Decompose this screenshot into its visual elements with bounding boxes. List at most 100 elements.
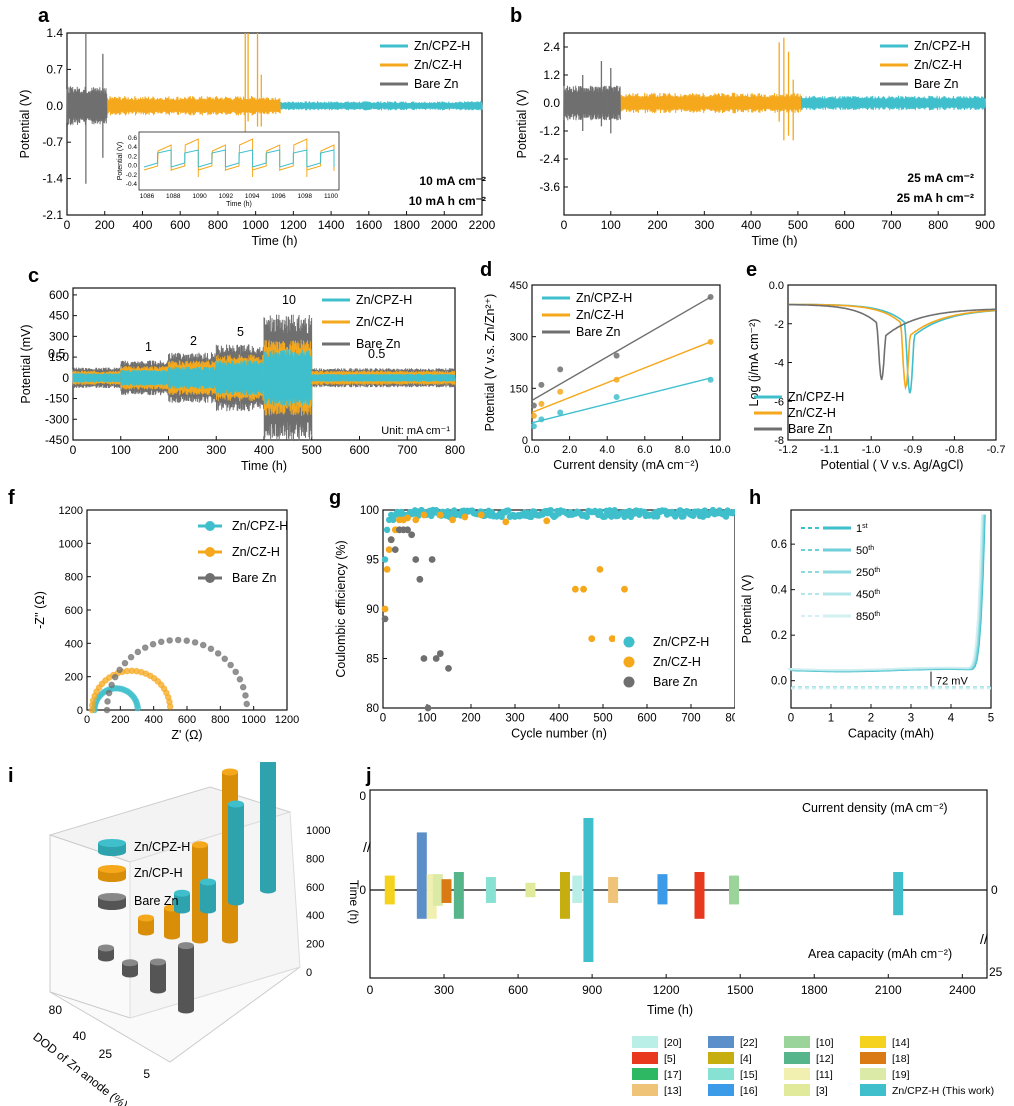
x-tick-label: 800: [928, 218, 948, 232]
x-tick-label: 700: [681, 713, 700, 725]
ce-point: [477, 511, 485, 519]
y-tick-label: 0.2: [771, 630, 787, 642]
data-point: [538, 416, 545, 423]
y-tick-label: -2.1: [42, 208, 63, 222]
bar-area-capacity: [441, 890, 452, 903]
legend-swatch: [708, 1084, 734, 1096]
inset-x-tick-label: 1100: [324, 193, 338, 200]
x-tick-label: 300: [206, 443, 226, 457]
series-cpz: [279, 101, 483, 111]
ce-point: [420, 511, 428, 519]
legend-swatch: [860, 1084, 886, 1096]
y-tick-label: 0.4: [771, 585, 788, 597]
legend-label: [11]: [816, 1069, 833, 1081]
ce-point: [387, 536, 395, 544]
ce-point-cpz: [730, 508, 735, 516]
y-tick-label: 1000: [59, 538, 83, 550]
inset-x-tick-label: 1096: [271, 193, 286, 200]
data-point: [707, 376, 714, 383]
ce-point: [381, 605, 389, 613]
panel-label: f: [8, 487, 15, 509]
bar-current-density: [441, 879, 452, 890]
ce-point: [445, 665, 452, 672]
fit-line: [531, 377, 711, 424]
nyquist-point: [157, 638, 165, 646]
y-tick-label: 800: [65, 572, 83, 584]
legend-label: Bare Zn: [232, 571, 277, 585]
condition-line-1: 10 mA cm⁻²: [419, 174, 486, 188]
bar-current-density: [432, 874, 443, 890]
x-tick-label: 200: [648, 218, 668, 232]
nyquist-point: [111, 673, 119, 681]
x-tick-label: -0.8: [945, 444, 964, 456]
z-tick-label: 1000: [306, 825, 330, 837]
x-tick-label: 3: [908, 713, 914, 725]
x-tick-label: 100: [111, 443, 131, 457]
legend-cap: [98, 893, 126, 901]
y-tick-label: -0.7: [42, 135, 63, 149]
y-tick-label: 95: [366, 555, 379, 567]
nyquist-point: [236, 676, 244, 683]
series-cpz-segment: [120, 369, 170, 386]
legend-swatch: [784, 1084, 810, 1096]
axis-break-right: //: [980, 931, 988, 947]
x-tick-label: 300: [694, 218, 714, 232]
bar-cap: [222, 768, 238, 776]
ce-point-cpz: [498, 513, 505, 521]
y-tick-label: 90: [366, 604, 379, 616]
legend-label: [18]: [892, 1053, 910, 1065]
y-tick-label: 300: [510, 332, 528, 344]
area-capacity-label: Area capacity (mAh cm⁻²): [808, 947, 952, 961]
x-tick-label: 500: [593, 713, 612, 725]
legend-label: Zn/CPZ-H: [134, 840, 190, 854]
legend-label: 850th: [856, 611, 880, 623]
x-tick-label: 600: [170, 218, 190, 232]
inset-x-tick-label: 1092: [219, 193, 234, 200]
x-tick-label: 800: [725, 713, 735, 725]
z-axis-label: Time (h): [347, 880, 360, 924]
legend-marker: [205, 521, 215, 531]
nyquist-point: [103, 706, 111, 714]
charge-curve: [787, 514, 983, 671]
z-tick-label: 0: [306, 967, 312, 979]
legend-label: 50th: [856, 545, 874, 557]
y-axis-label: Potential (V): [18, 90, 32, 159]
y-tick-label: 100: [360, 505, 379, 517]
bar-current-density: [694, 872, 705, 890]
legend-swatch: [632, 1036, 658, 1048]
ce-point: [621, 585, 628, 593]
y-zero-label-right: 0: [991, 883, 998, 897]
bar-current-density: [426, 874, 437, 890]
x-tick-label: 2400: [949, 983, 976, 997]
ce-point-cpz: [527, 513, 535, 521]
charge-curve: [790, 514, 986, 673]
x-tick-label: -0.9: [903, 444, 922, 456]
legend-label: [5]: [664, 1053, 676, 1065]
legend-label: Zn/CZ-H: [356, 315, 404, 329]
x-tick-label: 800: [211, 714, 229, 726]
bar-current-density: [559, 872, 570, 890]
legend-label: Bare Zn: [134, 894, 179, 908]
legend-label: Zn/CPZ-H: [576, 291, 632, 305]
bar-area-capacity: [525, 890, 536, 898]
y-tick-label: -2: [774, 319, 784, 331]
legend-label: Zn/CPZ-H: [356, 293, 412, 307]
y-tick-label: 600: [65, 605, 83, 617]
ce-point-cpz: [390, 516, 397, 524]
x-tick-label: 0: [788, 713, 794, 725]
y-tick-label: -450: [45, 433, 69, 447]
axes-frame: [563, 32, 986, 216]
panel-label: h: [749, 487, 761, 509]
rate-label: 1: [145, 340, 152, 354]
x-tick-label: 900: [582, 983, 602, 997]
ce-point: [543, 517, 551, 525]
condition-line-2: 10 mA h cm⁻²: [409, 194, 486, 208]
ce-point: [502, 518, 510, 526]
x-tick-label: 1200: [275, 714, 299, 726]
inset-y-tick-label: 0.0: [128, 163, 137, 170]
axis-break-left: //: [363, 839, 371, 855]
tafel-curve: [788, 303, 995, 391]
panel-label: d: [480, 259, 492, 281]
nyquist-point: [141, 644, 149, 651]
